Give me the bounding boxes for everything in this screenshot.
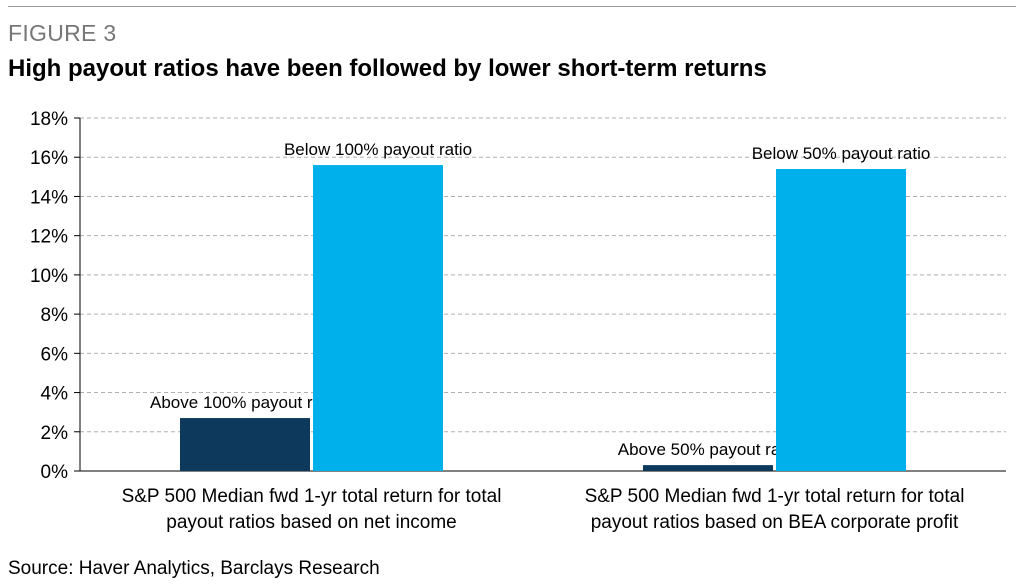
y-tick-label: 2%	[41, 423, 69, 444]
bar	[776, 168, 906, 471]
bar-data-label: Below 50% payout ratio	[752, 144, 931, 163]
figure-label: FIGURE 3	[8, 20, 117, 46]
x-category-label: S&P 500 Median fwd 1-yr total return for…	[122, 486, 502, 507]
y-tick-label: 8%	[41, 305, 69, 326]
x-category-label: payout ratios based on BEA corporate pro…	[591, 512, 959, 533]
bar	[643, 465, 773, 471]
y-tick-label: 16%	[30, 148, 68, 169]
y-tick-label: 14%	[30, 187, 68, 208]
top-rule	[8, 6, 1016, 7]
bar-data-label: Above 100% payout ratio	[150, 393, 340, 412]
chart-title: High payout ratios have been followed by…	[8, 55, 767, 82]
bar-data-label: Above 50% payout ratio	[618, 440, 799, 459]
bar	[313, 165, 443, 472]
x-category-label: payout ratios based on net income	[166, 512, 456, 533]
bar-data-label: Below 100% payout ratio	[284, 140, 472, 159]
y-tick-label: 10%	[30, 266, 68, 287]
y-tick-label: 18%	[30, 109, 68, 130]
bar	[180, 418, 310, 471]
y-tick-label: 4%	[41, 384, 69, 405]
y-tick-label: 6%	[41, 344, 69, 365]
y-tick-label: 12%	[30, 227, 68, 248]
source-note: Source: Haver Analytics, Barclays Resear…	[8, 558, 380, 579]
x-category-label: S&P 500 Median fwd 1-yr total return for…	[585, 486, 965, 507]
y-tick-label: 0%	[41, 462, 69, 483]
